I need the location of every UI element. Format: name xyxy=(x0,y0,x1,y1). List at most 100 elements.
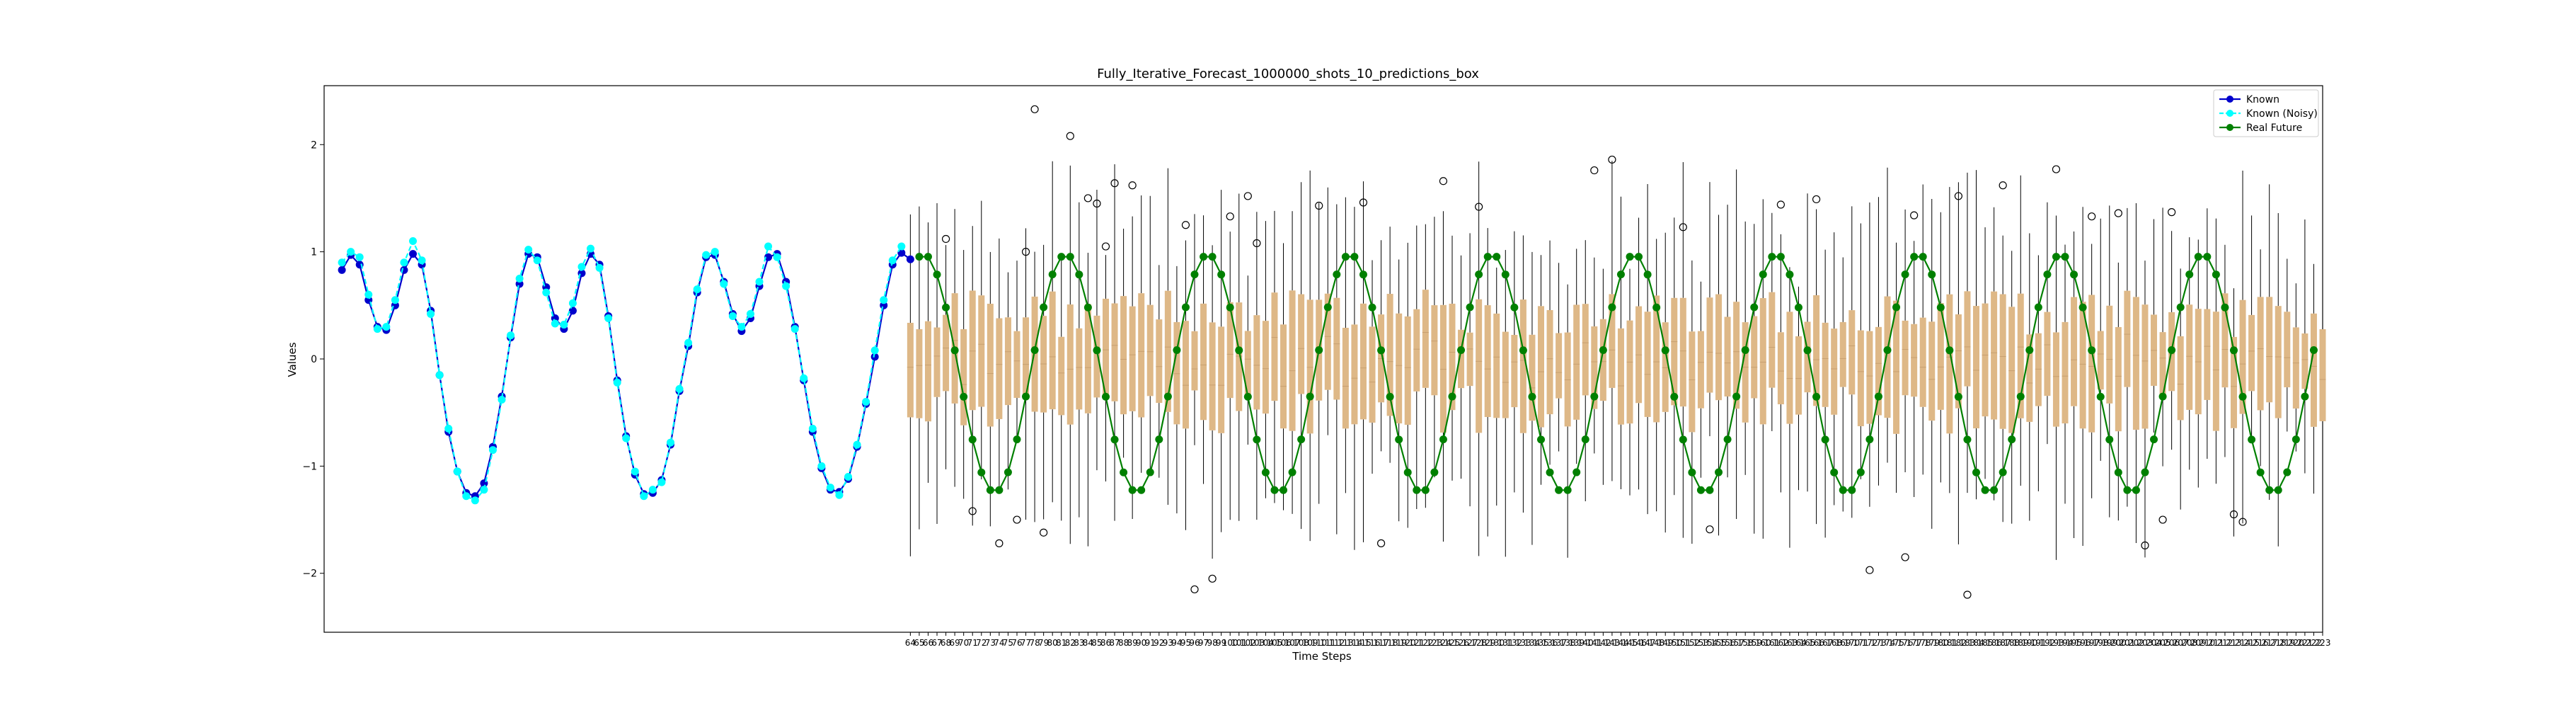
series-real-future-point xyxy=(942,303,950,312)
series-known-point xyxy=(338,266,346,274)
box-plot xyxy=(1706,182,1713,437)
box-plot xyxy=(1715,215,1723,536)
x-tick-label: 203 xyxy=(2137,638,2154,648)
series-real-future-point xyxy=(1626,253,1634,261)
x-tick-label: 106 xyxy=(1275,638,1292,648)
box-body xyxy=(1769,292,1776,388)
series-known-noisy-point xyxy=(480,486,488,494)
series-known-noisy-point xyxy=(613,378,621,387)
series-known-noisy-point xyxy=(800,374,808,382)
x-tick-label: 73 xyxy=(985,638,996,648)
box-body xyxy=(1546,309,1553,415)
box-plot xyxy=(1449,235,1456,481)
box-body xyxy=(2230,336,2237,428)
x-tick-label: 219 xyxy=(2279,638,2295,648)
box-plot xyxy=(1769,212,1776,431)
box-body xyxy=(1244,331,1251,399)
y-axis: −2 −1 0 1 2 xyxy=(302,139,324,580)
series-real-future-point xyxy=(2194,253,2202,261)
series-known-noisy-point xyxy=(728,312,737,320)
box-plot xyxy=(1058,255,1065,521)
box-plot xyxy=(2266,184,2273,501)
x-tick-label: 93 xyxy=(1163,638,1173,648)
box-plot xyxy=(1635,217,1643,490)
series-known-noisy-line xyxy=(341,239,902,502)
box-plot xyxy=(1226,232,1234,520)
x-tick-label: 145 xyxy=(1622,638,1638,648)
box-plot xyxy=(2071,231,2078,539)
series-real-future-point xyxy=(1386,392,1394,401)
box-plot xyxy=(2106,205,2113,518)
series-known-noisy-point xyxy=(427,309,435,318)
x-tick-label: 82 xyxy=(1065,638,1076,648)
box-body xyxy=(1386,294,1393,416)
x-tick-label: 173 xyxy=(1870,638,1887,648)
box-body xyxy=(1538,306,1545,428)
series-real-future-point xyxy=(2185,270,2194,279)
x-tick-label: 222 xyxy=(2306,638,2322,648)
x-tick-label: 177 xyxy=(1906,638,1922,648)
series-real-future-point xyxy=(1892,303,1901,312)
series-real-future-point xyxy=(1510,303,1519,312)
series-real-future-point xyxy=(1635,253,1643,261)
series-real-future-point xyxy=(1270,486,1279,494)
x-tick-label: 213 xyxy=(2226,638,2242,648)
box-body xyxy=(1759,298,1766,425)
series-real-future-point xyxy=(1359,270,1367,279)
box-plot xyxy=(2257,249,2264,467)
series-known-point xyxy=(906,255,914,263)
series-real-future-point xyxy=(1786,270,1794,279)
box-body xyxy=(1209,322,1216,430)
x-tick-label: 105 xyxy=(1267,638,1283,648)
x-tick-label: 160 xyxy=(1755,638,1771,648)
series-real-future-point xyxy=(986,486,994,494)
box-plot xyxy=(2319,209,2326,475)
series-real-future-point xyxy=(950,346,959,355)
series-known-noisy-point xyxy=(666,438,674,447)
box-plot xyxy=(1626,268,1633,496)
box-plot xyxy=(1573,249,1580,464)
outlier-point xyxy=(1315,201,1323,210)
x-tick-label: 72 xyxy=(976,638,987,648)
box-body xyxy=(2266,297,2273,403)
box-body xyxy=(1937,303,1944,410)
outlier-point xyxy=(1706,525,1714,534)
box-body xyxy=(2017,293,2024,418)
outlier-point xyxy=(2141,541,2149,549)
box-body xyxy=(1973,306,1980,429)
box-body xyxy=(1609,294,1616,388)
series-known-noisy-point xyxy=(826,484,834,492)
box-plot xyxy=(1164,168,1171,505)
series-real-future-point xyxy=(1475,270,1483,279)
x-tick-label: 210 xyxy=(2199,638,2215,648)
box-body xyxy=(1795,336,1802,415)
box-plot xyxy=(1138,195,1145,473)
box-plot xyxy=(1271,210,1278,503)
outlier-point xyxy=(1190,585,1199,594)
series-real-future-point xyxy=(1413,486,1421,494)
outlier-point xyxy=(1101,242,1110,251)
box-plot xyxy=(2239,171,2246,524)
series-real-future-point xyxy=(1341,253,1350,261)
x-tick-label: 112 xyxy=(1328,638,1345,648)
legend-marker xyxy=(2226,96,2233,103)
box-body xyxy=(2248,314,2255,392)
box-body xyxy=(1964,291,1971,387)
box-body xyxy=(1023,317,1030,399)
series-known-noisy-point xyxy=(587,244,595,253)
x-tick-label: 77 xyxy=(1020,638,1031,648)
x-tick-label: 214 xyxy=(2235,638,2251,648)
outlier-point xyxy=(1359,198,1368,207)
x-tick-label: 130 xyxy=(1488,638,1505,648)
outlier-point xyxy=(1093,199,1101,208)
series-known-point xyxy=(764,253,773,261)
x-tick-label: 159 xyxy=(1746,638,1762,648)
x-tick-label: 202 xyxy=(2128,638,2144,648)
x-tick-label: 122 xyxy=(1418,638,1434,648)
series-known-noisy-point xyxy=(862,398,870,406)
box-body xyxy=(1777,332,1784,405)
x-tick-label: 111 xyxy=(1320,638,1336,648)
box-plot-layer xyxy=(907,105,2326,599)
box-body xyxy=(1289,290,1296,431)
box-plot xyxy=(907,214,914,556)
